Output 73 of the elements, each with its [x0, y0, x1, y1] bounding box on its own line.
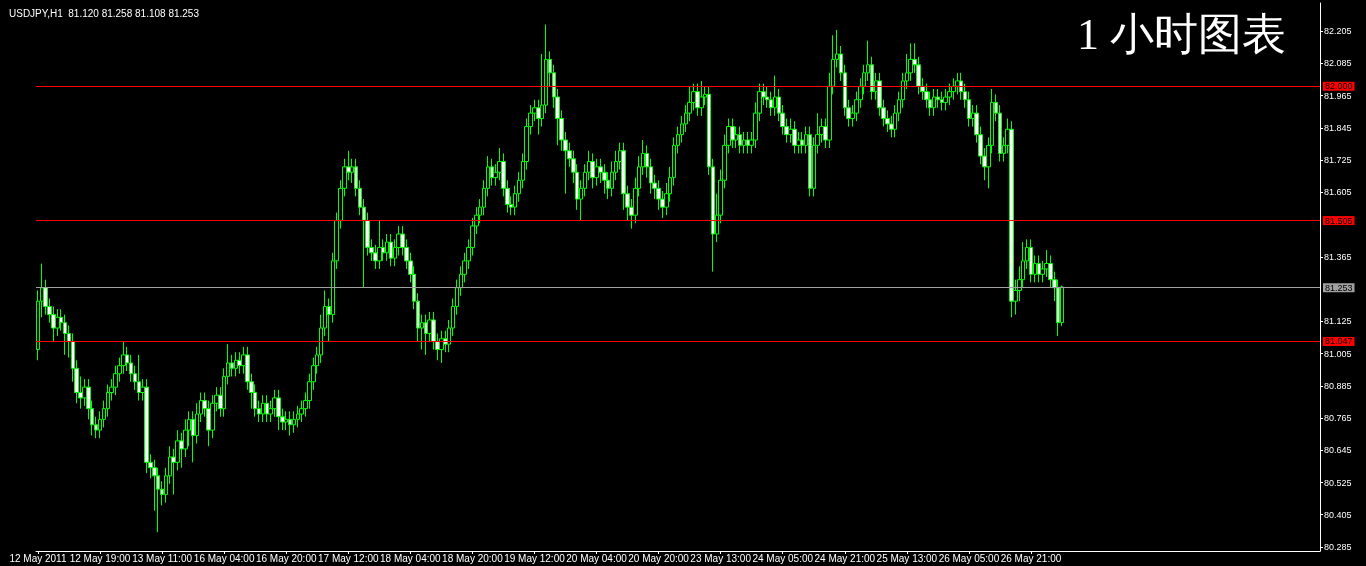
- candlestick: [695, 83, 700, 117]
- candlestick: [284, 410, 288, 431]
- candlestick: [237, 351, 242, 375]
- candlestick: [1009, 120, 1014, 318]
- y-tick-label: 81.605: [1324, 187, 1352, 198]
- x-tick-label: 24 May 21:00: [814, 552, 876, 564]
- candlestick: [137, 354, 141, 402]
- candlestick: [292, 410, 296, 434]
- y-tick-label: 81.725: [1324, 155, 1352, 166]
- candlestick: [265, 394, 269, 423]
- candlestick: [943, 88, 948, 111]
- ref-line-label: 81.047: [1325, 336, 1353, 347]
- x-tick-label: 17 May 12:00: [317, 552, 379, 564]
- candlestick: [940, 91, 944, 111]
- y-tick-label: 80.765: [1324, 413, 1352, 424]
- candlestick: [800, 131, 804, 154]
- candlestick: [377, 220, 382, 270]
- annotation: 1 小时图表: [1077, 9, 1286, 59]
- y-tick-label: 81.005: [1324, 348, 1352, 359]
- x-tick-label: 18 May 04:00: [380, 552, 442, 564]
- chart-title: USDJPY,H1 81.120 81.258 81.108 81.253: [9, 7, 200, 19]
- y-tick-label: 81.365: [1324, 251, 1352, 262]
- x-tick-label: 16 May 04:00: [193, 552, 255, 564]
- candlestick: [730, 118, 735, 149]
- x-tick-label: 20 May 04:00: [566, 552, 628, 564]
- candlestick: [55, 308, 60, 337]
- y-tick-label: 82.085: [1324, 58, 1352, 69]
- y-tick-label: 81.125: [1324, 316, 1352, 327]
- x-tick-label: 20 May 20:00: [628, 552, 690, 564]
- y-tick-label: 80.885: [1324, 380, 1352, 391]
- candlestick: [792, 120, 797, 154]
- candlestick: [389, 233, 393, 267]
- y-tick-label: 82.205: [1324, 26, 1352, 37]
- candlestick: [746, 131, 750, 154]
- x-tick-label: 25 May 13:00: [876, 552, 938, 564]
- x-tick-label: 13 May 11:00: [132, 552, 193, 564]
- candlestick: [602, 163, 607, 195]
- candlestick: [261, 394, 265, 423]
- ref-line-label: 81.505: [1325, 215, 1353, 226]
- x-tick-label: 12 May 19:00: [69, 552, 131, 564]
- candlestick: [288, 410, 292, 436]
- y-tick-label: 80.285: [1324, 541, 1352, 552]
- x-tick-label: 19 May 12:00: [504, 552, 566, 564]
- x-tick-label: 23 May 13:00: [690, 552, 752, 564]
- y-tick-label: 81.845: [1324, 122, 1352, 133]
- y-tick-label: 80.525: [1324, 477, 1352, 488]
- ref-line-label: 82.000: [1325, 81, 1353, 92]
- candlestick: [234, 351, 238, 377]
- candlestick: [1029, 238, 1033, 283]
- x-tick-label: 12 May 2011: [9, 552, 67, 564]
- x-tick-label: 26 May 05:00: [938, 552, 1000, 564]
- candlestick: [699, 80, 704, 117]
- ref-line-label: 81.253: [1325, 282, 1353, 293]
- candlestick: [276, 389, 281, 431]
- candlestick: [144, 378, 149, 474]
- y-tick-label: 80.645: [1324, 445, 1352, 456]
- candlestick: [385, 233, 389, 262]
- candlestick: [808, 126, 812, 197]
- x-tick-label: 26 May 21:00: [1000, 552, 1062, 564]
- x-tick-label: 16 May 20:00: [255, 552, 317, 564]
- candlestick: [1037, 255, 1041, 283]
- candlestick: [590, 152, 595, 189]
- candlestick: [424, 314, 428, 356]
- y-tick-label: 81.965: [1324, 90, 1352, 101]
- candlestick: [773, 75, 777, 117]
- candlestick: [932, 88, 936, 117]
- candlestick: [951, 77, 956, 101]
- x-tick-label: 24 May 05:00: [752, 552, 814, 564]
- x-tick-label: 18 May 20:00: [442, 552, 504, 564]
- candlestick: [742, 131, 746, 154]
- candlestick: [738, 126, 742, 154]
- y-tick-label: 80.405: [1324, 509, 1352, 520]
- candlestick: [439, 330, 444, 364]
